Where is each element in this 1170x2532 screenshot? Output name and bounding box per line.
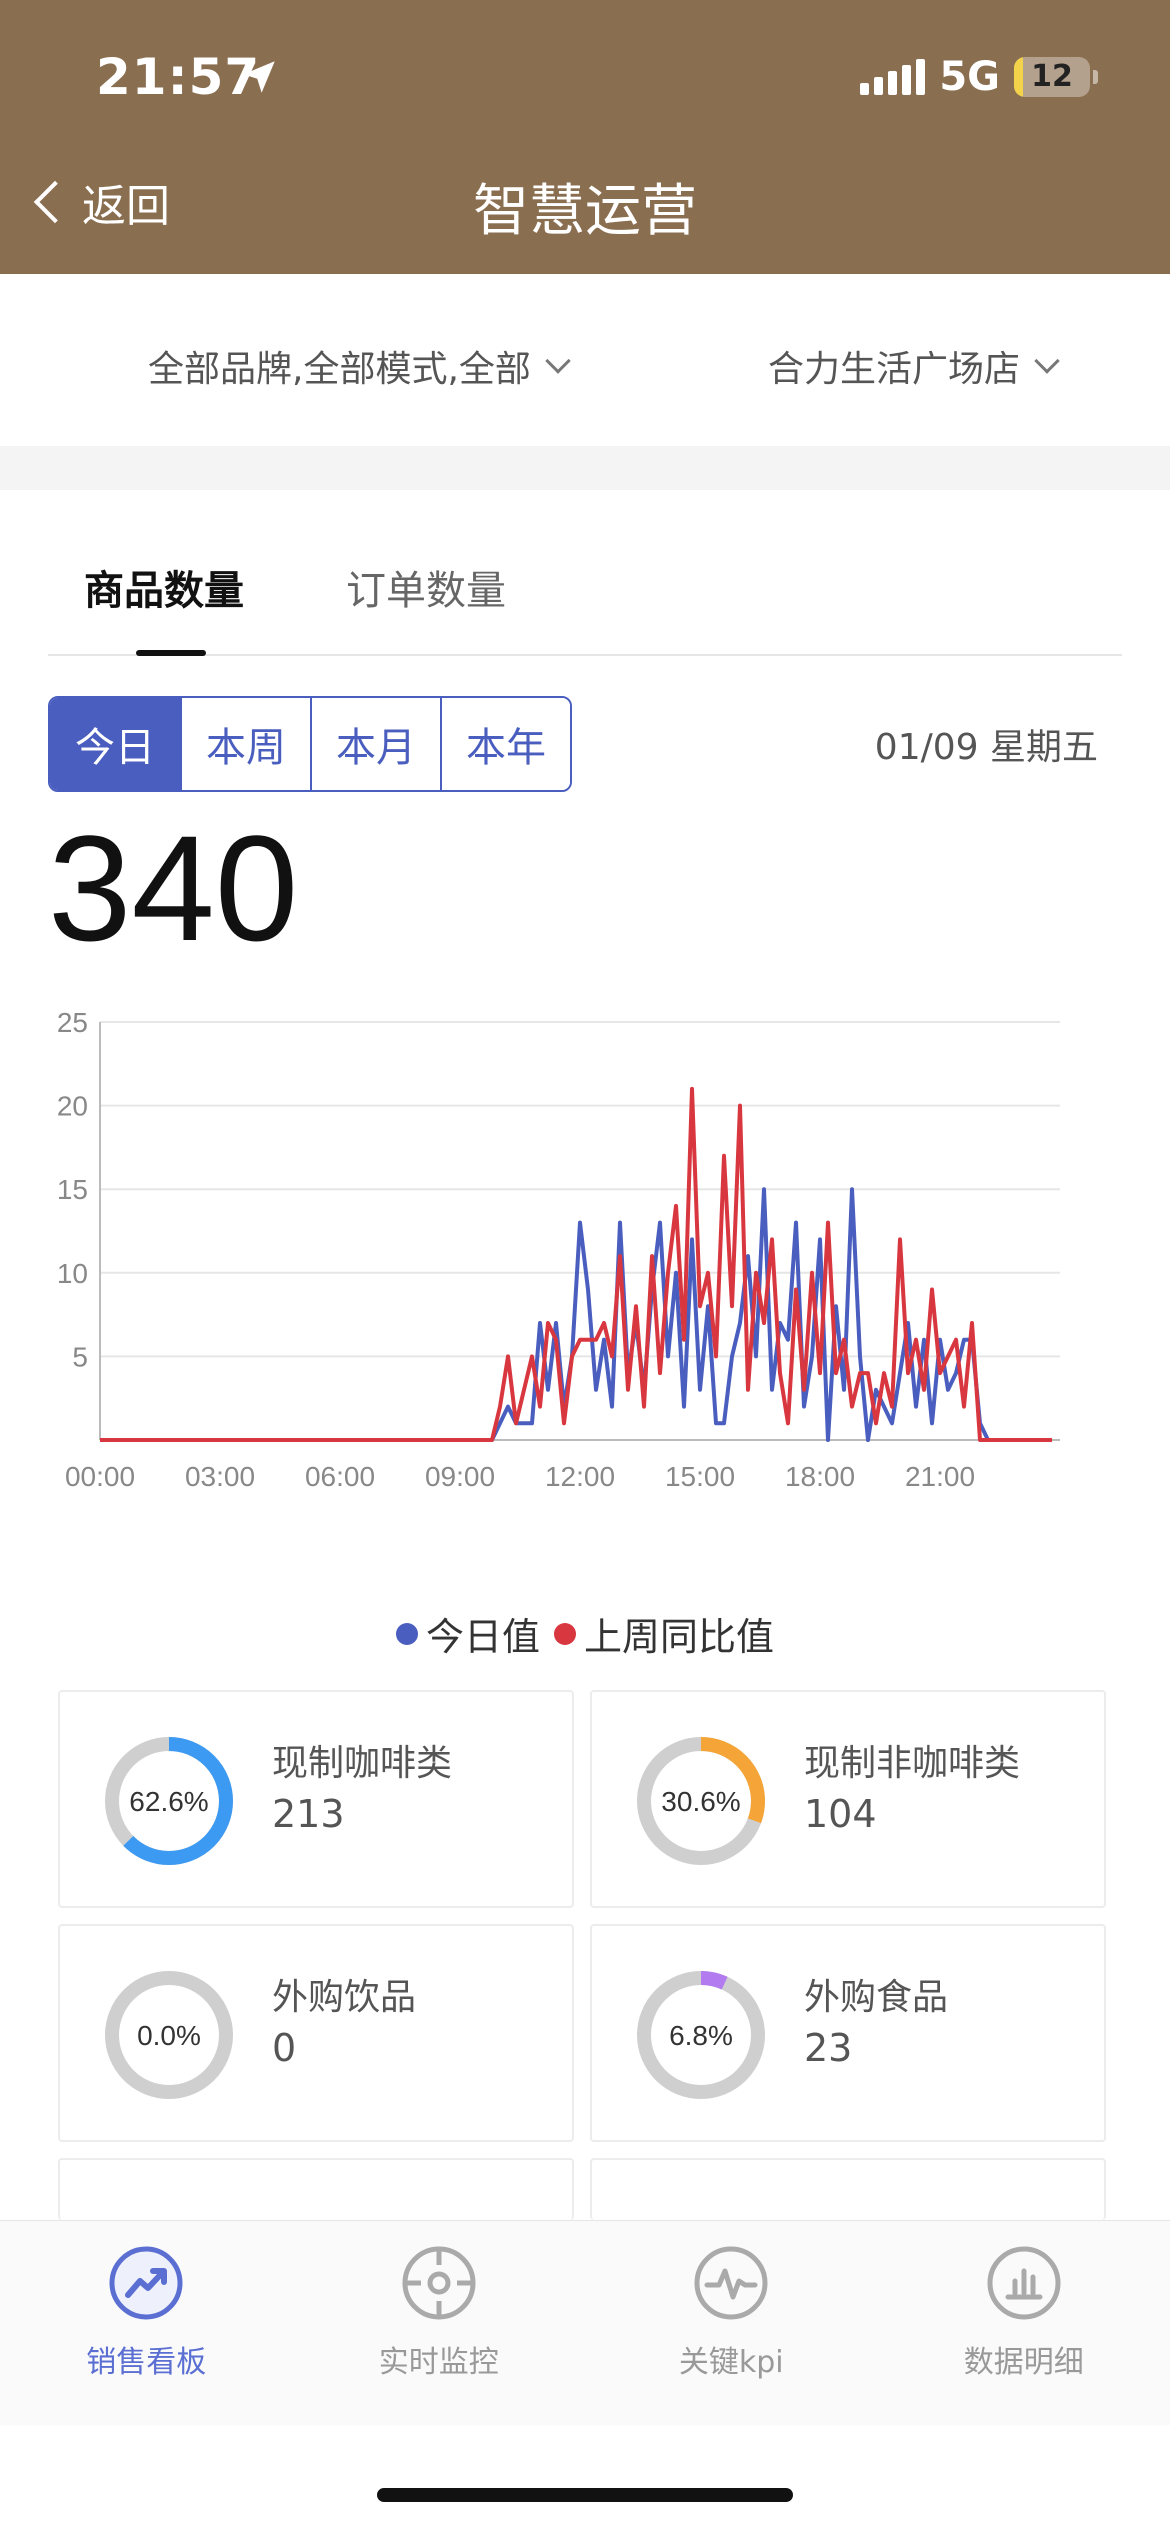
- x-tick-label: 21:00: [905, 1461, 975, 1492]
- battery-level: 12: [1031, 59, 1073, 94]
- x-tick-label: 03:00: [185, 1461, 255, 1492]
- bottom-navigation: 销售看板 实时监控 关键kpi 数据明细: [0, 2220, 1170, 2425]
- page-title: 智慧运营: [473, 179, 697, 244]
- y-tick-label: 15: [57, 1174, 88, 1205]
- category-card[interactable]: 0.0% 外购饮品 0: [58, 1924, 574, 2142]
- home-indicator: [377, 2488, 793, 2502]
- category-name: 现制非咖啡类: [804, 1743, 1021, 1784]
- x-tick-label: 06:00: [305, 1461, 375, 1492]
- x-tick-label: 12:00: [545, 1461, 615, 1492]
- category-value: 213: [272, 1792, 345, 1836]
- nav-label: 销售看板: [86, 2345, 207, 2380]
- donut-ring: 0.0%: [105, 1971, 233, 2099]
- category-value: 23: [804, 2026, 853, 2070]
- store-filter[interactable]: 合力生活广场店: [767, 340, 1060, 392]
- bar-chart-icon: [987, 2246, 1061, 2320]
- category-card[interactable]: 6.8% 外购食品 23: [590, 1924, 1106, 2142]
- hourly-line-chart: 5 10 15 20 25 00:00 03:00 06:00 09:00 12:00 15:00 1…: [57, 1010, 1060, 1492]
- donut-arc: [105, 1737, 233, 1865]
- donut-arc: [637, 1737, 765, 1865]
- target-icon: [402, 2246, 476, 2320]
- tab-order-count[interactable]: 订单数量: [346, 568, 506, 614]
- active-tab-indicator: [136, 650, 206, 656]
- series-line-last-week: [100, 1086, 1052, 1442]
- trend-up-icon: [109, 2246, 183, 2320]
- nav-sales-dashboard[interactable]: 销售看板: [0, 2221, 293, 2425]
- y-tick-label: 5: [72, 1341, 88, 1372]
- donut-ring: 30.6%: [637, 1737, 765, 1865]
- nav-realtime-monitor[interactable]: 实时监控: [293, 2221, 586, 2425]
- x-tick-label: 15:00: [665, 1461, 735, 1492]
- legend-last-week[interactable]: 上周同比值: [554, 1606, 774, 1661]
- category-name: 外购食品: [804, 1977, 949, 2018]
- donut-percent-label: 0.0%: [137, 2020, 201, 2051]
- back-button[interactable]: 返回: [28, 172, 170, 232]
- legend-today-label: 今日值: [425, 1615, 540, 1659]
- pulse-icon: [694, 2246, 768, 2320]
- filter-bar: 全部品牌,全部模式,全部 合力生活广场店: [0, 274, 1170, 446]
- x-tick-label: 09:00: [425, 1461, 495, 1492]
- metric-tabs: 商品数量 订单数量: [48, 490, 1122, 656]
- store-filter-label: 合力生活广场店: [767, 349, 1020, 390]
- legend-dot-today: [395, 1622, 418, 1645]
- donut-percent-label: 6.8%: [669, 2020, 733, 2051]
- chart-legend: 今日值 上周同比值: [0, 1606, 1170, 1661]
- nav-label: 数据明细: [963, 2345, 1084, 2380]
- donut-percent-label: 30.6%: [661, 1786, 740, 1817]
- legend-today[interactable]: 今日值: [395, 1606, 540, 1661]
- chevron-down-icon: [545, 348, 571, 374]
- y-tick-label: 10: [57, 1258, 88, 1289]
- donut-percent-label: 62.6%: [129, 1786, 208, 1817]
- back-label: 返回: [82, 181, 170, 232]
- tab-product-count[interactable]: 商品数量: [84, 568, 244, 614]
- status-indicators: 5G 12: [860, 54, 1098, 100]
- category-value: 0: [272, 2026, 297, 2070]
- period-selector: 今日 本周 本月 本年: [48, 696, 572, 792]
- donut-ring: 62.6%: [105, 1737, 233, 1865]
- donut-track: [105, 1971, 233, 2099]
- brand-mode-filter-label: 全部品牌,全部模式,全部: [148, 349, 531, 390]
- app-header: 21:57 5G 12 返回 智慧运营: [0, 0, 1170, 274]
- x-tick-label: 00:00: [65, 1461, 135, 1492]
- signal-icon: [860, 59, 926, 95]
- brand-mode-filter[interactable]: 全部品牌,全部模式,全部: [148, 340, 571, 392]
- status-time: 21:57: [96, 48, 261, 106]
- category-name: 外购饮品: [272, 1977, 417, 2018]
- chevron-down-icon: [1034, 348, 1060, 374]
- battery-icon: 12: [1014, 57, 1098, 97]
- donut-ring: 6.8%: [637, 1971, 765, 2099]
- category-card-partial: [590, 2158, 1106, 2220]
- date-label: 01/09 星期五: [874, 727, 1098, 768]
- category-card[interactable]: 62.6% 现制咖啡类 213: [58, 1690, 574, 1908]
- nav-data-detail[interactable]: 数据明细: [878, 2221, 1170, 2425]
- network-label: 5G: [939, 54, 1000, 100]
- legend-dot-last-week: [554, 1622, 576, 1645]
- category-card-partial: [58, 2158, 574, 2220]
- location-arrow-icon: [243, 61, 275, 93]
- series-line-today: [100, 1187, 1052, 1442]
- main-card: 商品数量 订单数量 今日 本周 本月 本年 01/09 星期五 340 5 10 1…: [0, 490, 1170, 2220]
- period-month-button[interactable]: 本月: [310, 698, 440, 790]
- nav-label: 关键kpi: [678, 2345, 784, 2380]
- nav-key-kpi[interactable]: 关键kpi: [585, 2221, 878, 2425]
- period-today-button[interactable]: 今日: [50, 698, 180, 790]
- y-tick-label: 20: [57, 1091, 88, 1122]
- legend-last-week-label: 上周同比值: [584, 1615, 775, 1659]
- category-card[interactable]: 30.6% 现制非咖啡类 104: [590, 1690, 1106, 1908]
- category-value: 104: [804, 1792, 877, 1836]
- y-tick-label: 25: [57, 1010, 88, 1038]
- safe-area: [0, 2425, 1170, 2532]
- period-week-button[interactable]: 本周: [180, 698, 310, 790]
- period-year-button[interactable]: 本年: [440, 698, 570, 790]
- total-count: 340: [48, 804, 299, 972]
- donut-arc: [637, 1971, 765, 2099]
- nav-label: 实时监控: [378, 2345, 499, 2380]
- category-name: 现制咖啡类: [272, 1743, 453, 1784]
- x-tick-label: 18:00: [785, 1461, 855, 1492]
